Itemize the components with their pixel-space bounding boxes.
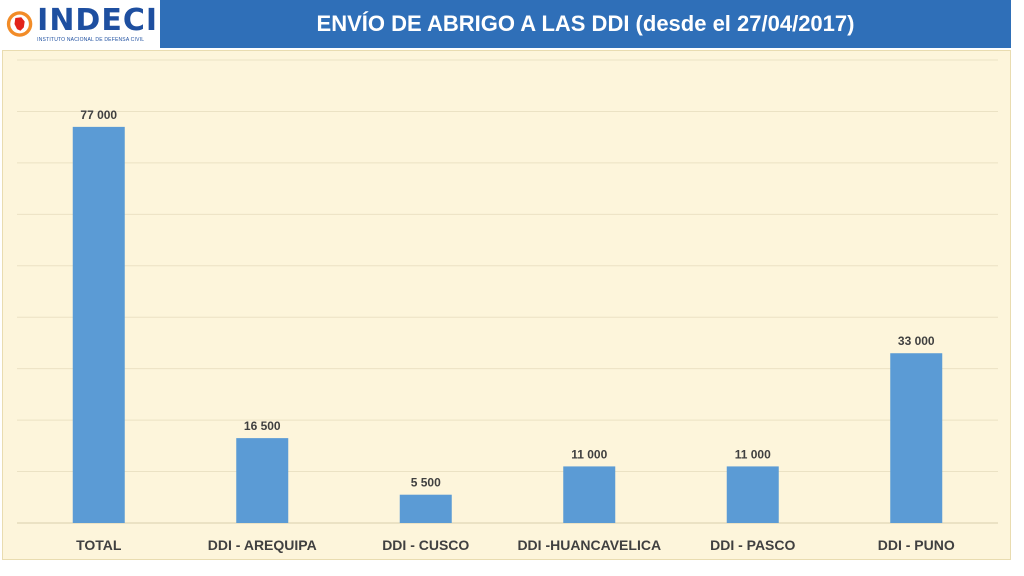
bar-2 (399, 494, 452, 523)
category-label: DDI - PASCO (710, 537, 795, 553)
bar-1 (236, 438, 289, 523)
logo-title: INDECI (37, 2, 158, 38)
bar-chart: 77 000 TOTAL 16 500 DDI - AREQUIPA 5 500 DDI … (17, 59, 998, 553)
category-label: DDI -HUANCAVELICA (517, 537, 661, 553)
category-label: DDI - CUSCO (382, 537, 469, 553)
bar-0 (72, 126, 125, 523)
data-label: 11 000 (571, 447, 607, 461)
data-label: 77 000 (80, 108, 117, 122)
logo-subtitle: INSTITUTO NACIONAL DE DEFENSA CIVIL (37, 36, 145, 43)
page-title: ENVÍO DE ABRIGO A LAS DDI (desde el 27/0… (316, 11, 855, 36)
data-label: 16 500 (244, 419, 281, 433)
data-label: 33 000 (898, 334, 935, 348)
category-label: DDI - PUNO (878, 537, 955, 553)
data-label: 5 500 (411, 476, 441, 490)
bar-5 (890, 353, 943, 523)
indeci-logo: INDECI INSTITUTO NACIONAL DE DEFENSA CIV… (0, 0, 158, 48)
bar-3 (563, 466, 616, 523)
data-label: 11 000 (735, 447, 771, 461)
indeci-emblem-icon (6, 11, 33, 37)
bar-4 (726, 466, 779, 523)
header-bar: ENVÍO DE ABRIGO A LAS DDI (desde el 27/0… (160, 0, 1011, 48)
category-label: DDI - AREQUIPA (208, 537, 317, 553)
category-label: TOTAL (76, 537, 122, 553)
chart-panel: 77 000 TOTAL 16 500 DDI - AREQUIPA 5 500 DDI … (2, 50, 1011, 560)
